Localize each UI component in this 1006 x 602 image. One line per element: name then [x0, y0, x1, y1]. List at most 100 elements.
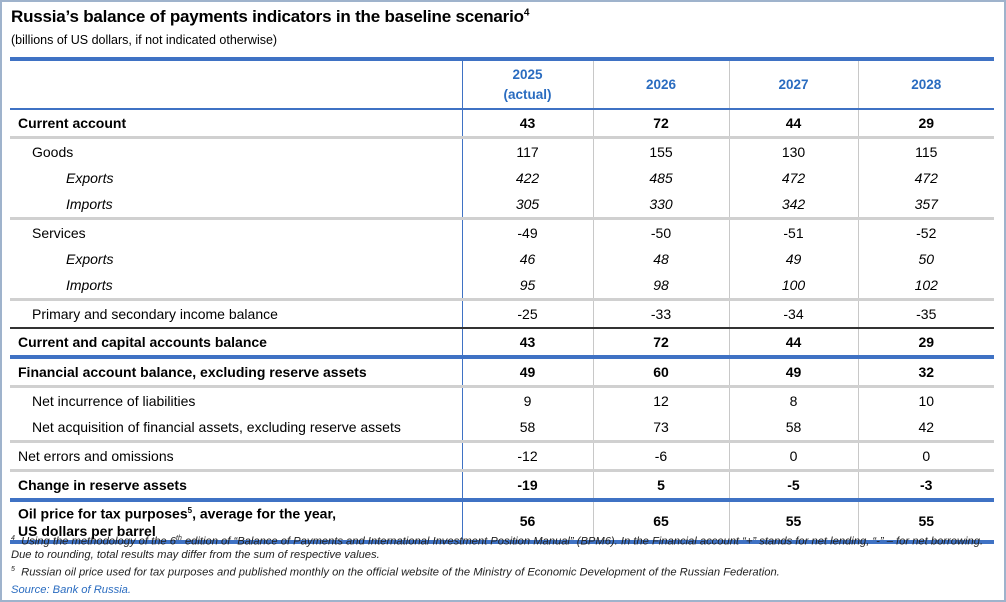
- row-label: Current account: [18, 115, 127, 131]
- value-cell: 115: [857, 137, 994, 165]
- value-cell: 56: [461, 500, 593, 542]
- value-cell: 29: [857, 328, 994, 357]
- table-row: Goods 117 155 130 115: [10, 137, 994, 165]
- value-cell: 32: [857, 357, 994, 387]
- value-cell: 472: [728, 165, 858, 191]
- value-cell: 46: [461, 246, 593, 272]
- row-label: Net incurrence of liabilities: [32, 393, 196, 409]
- footnote-mark: 5: [187, 506, 193, 516]
- ordinal-suffix: th: [176, 535, 182, 542]
- table-row: Current and capital accounts balance 43 72…: [10, 328, 994, 357]
- table-row: Primary and secondary income balance -25-…: [10, 299, 994, 328]
- value-cell: 130: [728, 137, 858, 165]
- row-label: Primary and secondary income balance: [32, 306, 278, 322]
- table-row: Net errors and omissions -12 -6 0 0: [10, 441, 994, 471]
- footnote-text: Russian oil price used for tax purposes …: [21, 566, 780, 579]
- title-footnote-mark: 4: [523, 7, 530, 19]
- value-cell: 43: [461, 109, 593, 138]
- value-cell: -34: [728, 299, 858, 328]
- footnote-5: 5 Russian oil price used for tax purpose…: [11, 563, 996, 580]
- row-label: Goods: [32, 144, 74, 160]
- value-cell: 485: [592, 165, 729, 191]
- row-label: Net errors and omissions: [18, 448, 174, 464]
- source-note: Source: Bank of Russia.: [11, 583, 132, 596]
- value-cell: -6: [592, 441, 729, 471]
- row-label: Net acquisition of financial assets, exc…: [32, 419, 401, 435]
- bop-table: 2025 (actual) 2026 2027 2028 Current acco…: [10, 57, 994, 544]
- header-year-2025: 2025 (actual): [461, 59, 593, 109]
- value-cell: 95: [461, 272, 593, 300]
- value-cell: -52: [857, 218, 994, 246]
- header-year-2026: 2026: [592, 59, 729, 109]
- value-cell: 155: [592, 137, 729, 165]
- row-label: Financial account balance, excluding res…: [18, 364, 367, 380]
- value-cell: 42: [857, 414, 994, 442]
- value-cell: 8: [728, 386, 858, 414]
- value-cell: 49: [728, 246, 858, 272]
- footnote-4: 4 Using the methodology of the 6th editi…: [11, 532, 996, 563]
- value-cell: 330: [592, 191, 729, 219]
- value-cell: 44: [728, 109, 858, 138]
- value-cell: 49: [461, 357, 593, 387]
- row-label: Imports: [66, 277, 113, 293]
- table-subtitle: (billions of US dollars, if not indicate…: [11, 33, 278, 47]
- footnote-mark: 5: [11, 565, 15, 573]
- value-cell: 55: [857, 500, 994, 542]
- table-row: Financial account balance, excluding res…: [10, 357, 994, 387]
- value-cell: 58: [728, 414, 858, 442]
- value-cell: 50: [857, 246, 994, 272]
- value-cell: 10: [857, 386, 994, 414]
- footnote-mark: 4: [11, 535, 15, 542]
- value-cell: -49: [461, 218, 593, 246]
- footnote-text: Using the methodology of the 6: [21, 535, 176, 548]
- table-row: Imports 305 330 342 357: [10, 191, 994, 219]
- value-cell: 422: [461, 165, 593, 191]
- year-note: (actual): [503, 86, 552, 102]
- row-label: Exports: [66, 251, 114, 267]
- value-cell: 0: [728, 441, 858, 471]
- table-row: Services -49 -50 -51 -52: [10, 218, 994, 246]
- value-cell: 100: [728, 272, 858, 300]
- footnote-text: edition of “Balance of Payments and Inte…: [11, 535, 984, 562]
- row-label: Exports: [66, 170, 114, 186]
- value-cell: -51: [728, 218, 858, 246]
- row-label: Change in reserve assets: [18, 477, 187, 493]
- table-row: Net incurrence of liabilities 9 12 8 10: [10, 386, 994, 414]
- value-cell: 357: [857, 191, 994, 219]
- value-cell: 58: [461, 414, 593, 442]
- header-row: 2025 (actual) 2026 2027 2028: [10, 59, 994, 109]
- table-row: Current account 43 72 44 29: [10, 109, 994, 138]
- value-cell: 49: [728, 357, 858, 387]
- value-cell: 43: [461, 328, 593, 357]
- table-row: Change in reserve assets -19 5 -5 -3: [10, 470, 994, 500]
- oil-label-line2: US dollars per barrel: [18, 522, 156, 539]
- table-row: Imports 95 98 100 102: [10, 272, 994, 300]
- value-cell: 60: [592, 357, 729, 387]
- oil-label-part2: , average for the year,: [192, 505, 337, 522]
- row-label: Imports: [66, 196, 113, 212]
- value-cell: 9: [461, 386, 593, 414]
- header-year-2027: 2027: [728, 59, 858, 109]
- value-cell: -33: [592, 299, 729, 328]
- value-cell: 472: [857, 165, 994, 191]
- value-cell: -5: [728, 470, 858, 500]
- header-label-cell: [10, 59, 462, 109]
- value-cell: 65: [592, 500, 729, 542]
- table-row: Exports 46 48 49 50: [10, 246, 994, 272]
- value-cell: -35: [857, 299, 994, 328]
- value-cell: -25: [461, 299, 593, 328]
- value-cell: 29: [857, 109, 994, 138]
- value-cell: 98: [592, 272, 729, 300]
- value-cell: 72: [592, 109, 729, 138]
- table-row-oil-price: Oil price for tax purposes5, average for…: [10, 500, 994, 542]
- value-cell: 0: [857, 441, 994, 471]
- oil-label-part1: Oil price for tax purposes: [18, 505, 188, 522]
- table-row: Net acquisition of financial assets, exc…: [10, 414, 994, 442]
- row-label: Oil price for tax purposes5, average for…: [10, 500, 462, 542]
- row-label: Services: [32, 225, 86, 241]
- value-cell: -19: [461, 470, 593, 500]
- row-label: Current and capital accounts balance: [18, 334, 267, 350]
- value-cell: 5: [592, 470, 729, 500]
- year: 2025: [512, 66, 543, 82]
- value-cell: 48: [592, 246, 729, 272]
